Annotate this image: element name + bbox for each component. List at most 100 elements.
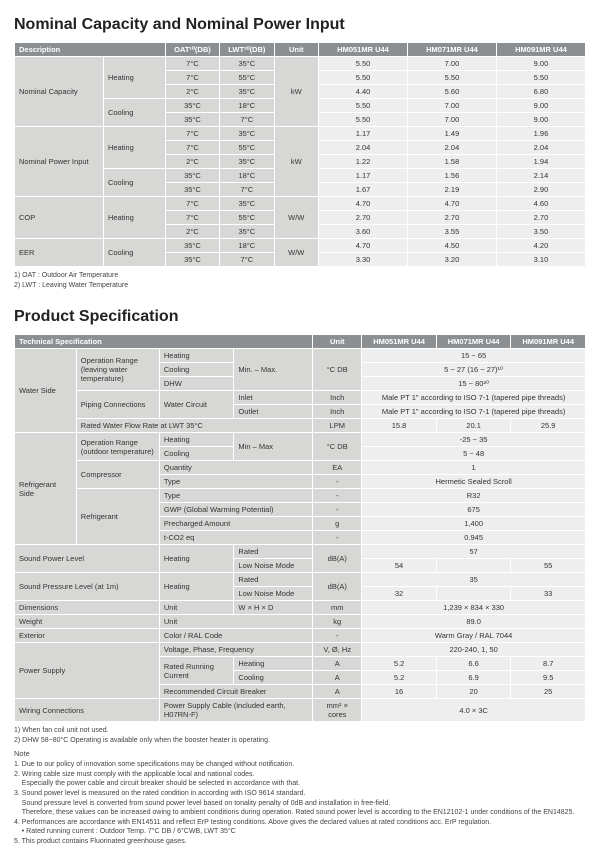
value-cell: 4.50	[407, 239, 496, 253]
cond-cell: 7°C	[220, 113, 274, 127]
value-cell: 3.50	[496, 225, 585, 239]
cell: Weight	[15, 615, 160, 629]
cell: Refrigerant	[76, 489, 159, 545]
section2-notes: Note 1. Due to our policy of innovation …	[14, 749, 586, 846]
value-cell: 2.70	[407, 211, 496, 225]
value-cell: 54	[362, 559, 437, 573]
cond-cell: 35°C	[220, 85, 274, 99]
cond-cell: 55°C	[220, 211, 274, 225]
value-cell: 5 ~ 27 (16 ~ 27)¹⁰	[362, 363, 586, 377]
value-cell: 6.9	[436, 671, 511, 685]
cell: Piping Connections	[76, 391, 159, 419]
table-row: RefrigerantType-R32	[15, 489, 586, 503]
table-header-row: Technical Specification Unit HM051MR U44…	[15, 335, 586, 349]
table-row: WeightUnitkg89.0	[15, 615, 586, 629]
table-row: Rated Water Flow Rate at LWT 35°CLPM15.8…	[15, 419, 586, 433]
cell: Rated Water Flow Rate at LWT 35°C	[76, 419, 312, 433]
cell: °C DB	[313, 433, 362, 461]
th-m1: HM051MR U44	[362, 335, 437, 349]
th-lwt: LWT²⁰(DB)	[220, 43, 274, 57]
value-cell: 2.04	[407, 141, 496, 155]
table-row: Piping ConnectionsWater CircuitInletInch…	[15, 391, 586, 405]
cell: Unit	[159, 615, 312, 629]
cond-cell: 35°C	[220, 155, 274, 169]
cond-cell: 35°C	[220, 197, 274, 211]
th-m1: HM051MR U44	[319, 43, 408, 57]
cell: -	[313, 629, 362, 643]
mode-label: Heating	[103, 127, 165, 169]
value-cell: 25.9	[511, 419, 586, 433]
value-cell: 675	[362, 503, 586, 517]
cell: g	[313, 517, 362, 531]
value-cell: 1.67	[319, 183, 408, 197]
mode-label: Heating	[103, 197, 165, 239]
cond-cell: 18°C	[220, 99, 274, 113]
unit-cell: kW	[274, 57, 318, 127]
cell: Dimensions	[15, 601, 160, 615]
value-cell: 3.60	[319, 225, 408, 239]
section1-footnotes: 1) OAT : Outdoor Air Temperature2) LWT :…	[14, 271, 586, 290]
value-cell: 7.00	[407, 57, 496, 71]
table-row: Refrigerant SideOperation Range (outdoor…	[15, 433, 586, 447]
th-desc: Description	[15, 43, 166, 57]
value-cell: 2.04	[319, 141, 408, 155]
value-cell: 3.10	[496, 253, 585, 267]
value-cell: 4.60	[496, 197, 585, 211]
th-m2: HM071MR U44	[407, 43, 496, 57]
cell: Cooling	[159, 447, 234, 461]
cond-cell: 35°C	[220, 127, 274, 141]
value-cell: 32	[362, 587, 437, 601]
value-cell: 20	[436, 685, 511, 699]
note-heading: Note	[14, 749, 586, 759]
value-cell: 20.1	[436, 419, 511, 433]
cond-cell: 18°C	[220, 169, 274, 183]
cell: Precharged Amount	[159, 517, 312, 531]
cond-cell: 2°C	[165, 155, 219, 169]
section2-title: Product Specification	[14, 308, 586, 326]
value-cell: 9.00	[496, 99, 585, 113]
group-label: Nominal Capacity	[15, 57, 104, 127]
cell: V, Ø, Hz	[313, 643, 362, 657]
table-spec: Technical Specification Unit HM051MR U44…	[14, 334, 586, 722]
group-label: Nominal Power Input	[15, 127, 104, 197]
value-cell: 3.30	[319, 253, 408, 267]
cond-cell: 7°C	[165, 141, 219, 155]
mode-label: Cooling	[103, 169, 165, 197]
value-cell: 5 ~ 48	[362, 447, 586, 461]
cell: Heating	[159, 545, 234, 573]
mode-label: Cooling	[103, 239, 165, 267]
value-cell: 2.19	[407, 183, 496, 197]
value-cell: 1	[362, 461, 586, 475]
value-cell: 25	[511, 685, 586, 699]
unit-cell: W/W	[274, 197, 318, 239]
table-row: DimensionsUnitW × H × Dmm1,239 × 834 × 3…	[15, 601, 586, 615]
table-row: EERCooling35°C18°CW/W4.704.504.20	[15, 239, 586, 253]
cell: dB(A)	[313, 573, 362, 601]
cell: GWP (Global Warming Potential)	[159, 503, 312, 517]
cell: Refrigerant Side	[15, 433, 77, 545]
value-cell: Male PT 1" according to ISO 7-1 (tapered…	[362, 391, 586, 405]
table-row: Nominal CapacityHeating7°C35°CkW5.507.00…	[15, 57, 586, 71]
value-cell: 5.2	[362, 671, 437, 685]
value-cell: 1.56	[407, 169, 496, 183]
cond-cell: 7°C	[165, 127, 219, 141]
value-cell: 5.50	[319, 99, 408, 113]
cond-cell: 35°C	[165, 253, 219, 267]
cond-cell: 35°C	[220, 225, 274, 239]
cell: EA	[313, 461, 362, 475]
th-unit: Unit	[274, 43, 318, 57]
value-cell	[436, 559, 511, 573]
cond-cell: 55°C	[220, 71, 274, 85]
mode-label: Cooling	[103, 99, 165, 127]
cell: -	[313, 475, 362, 489]
cell: Heating	[159, 349, 234, 363]
cell: -	[313, 531, 362, 545]
cell: Power Supply	[15, 643, 160, 699]
value-cell: 15 ~ 80²⁰	[362, 377, 586, 391]
cell: Water Side	[15, 349, 77, 433]
cell: W × H × D	[234, 601, 313, 615]
table-row: Sound Power LevelHeatingRateddB(A)57	[15, 545, 586, 559]
value-cell: 2.04	[496, 141, 585, 155]
value-cell: 5.50	[319, 71, 408, 85]
value-cell: 4.70	[319, 239, 408, 253]
